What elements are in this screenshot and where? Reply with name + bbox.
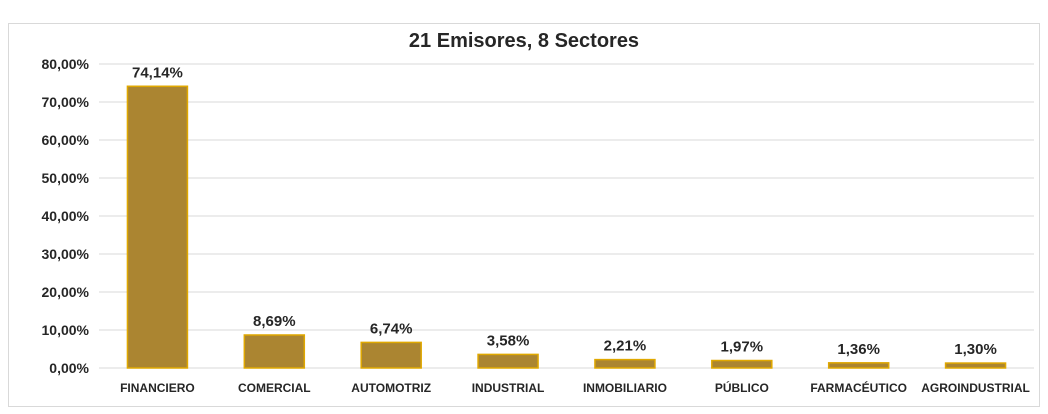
y-tick-label: 50,00% (42, 170, 90, 186)
y-tick-label: 60,00% (42, 132, 90, 148)
data-label: 1,36% (837, 341, 880, 358)
x-tick-label: AGROINDUSTRIAL (921, 381, 1030, 395)
y-tick-label: 10,00% (42, 322, 90, 338)
data-label: 6,74% (370, 320, 413, 337)
bar-automotriz (360, 341, 422, 369)
x-axis-ticks: FINANCIERO COMERCIAL AUTOMOTRIZ INDUSTRIAL I… (120, 380, 1030, 395)
data-label: 74,14% (132, 64, 183, 81)
y-tick-label: 80,00% (42, 56, 90, 72)
x-tick-label: PÚBLICO (715, 380, 769, 395)
x-tick-label: INDUSTRIAL (472, 381, 545, 395)
x-tick-label: INMOBILIARIO (583, 381, 667, 395)
data-label: 8,69% (253, 313, 296, 330)
bar-industrial (477, 353, 539, 369)
y-tick-label: 30,00% (42, 246, 90, 262)
bar-farmacéutico (827, 362, 890, 369)
y-axis-ticks: 0,00% 10,00% 20,00% 30,00% 40,00% 50,00% 60,00… (42, 56, 90, 376)
data-label: 1,97% (721, 339, 764, 356)
x-tick-label: AUTOMOTRIZ (351, 381, 431, 395)
data-label: 1,30% (954, 341, 997, 358)
data-label: 2,21% (604, 338, 647, 355)
data-labels: 74,14% 8,69% 6,74% 3,58% 2,21% 1,97% 1,36% 1,30… (132, 64, 997, 358)
x-tick-label: COMERCIAL (238, 381, 311, 395)
y-tick-label: 0,00% (49, 360, 89, 376)
grid-layer (99, 63, 1034, 369)
bar-público (711, 359, 773, 369)
data-label: 3,58% (487, 332, 530, 349)
bar-inmobiliario (594, 358, 656, 369)
bar-comercial (243, 334, 306, 369)
chart-title: 21 Emisores, 8 Sectores (408, 30, 640, 52)
bar-agroindustrial (944, 362, 1007, 369)
y-tick-label: 40,00% (42, 208, 90, 224)
bars (126, 85, 1007, 369)
y-tick-label: 20,00% (42, 284, 90, 300)
x-tick-label: FARMACÉUTICO (810, 380, 907, 395)
bar-financiero (126, 85, 189, 369)
y-tick-label: 70,00% (42, 94, 90, 110)
x-tick-label: FINANCIERO (120, 381, 195, 395)
